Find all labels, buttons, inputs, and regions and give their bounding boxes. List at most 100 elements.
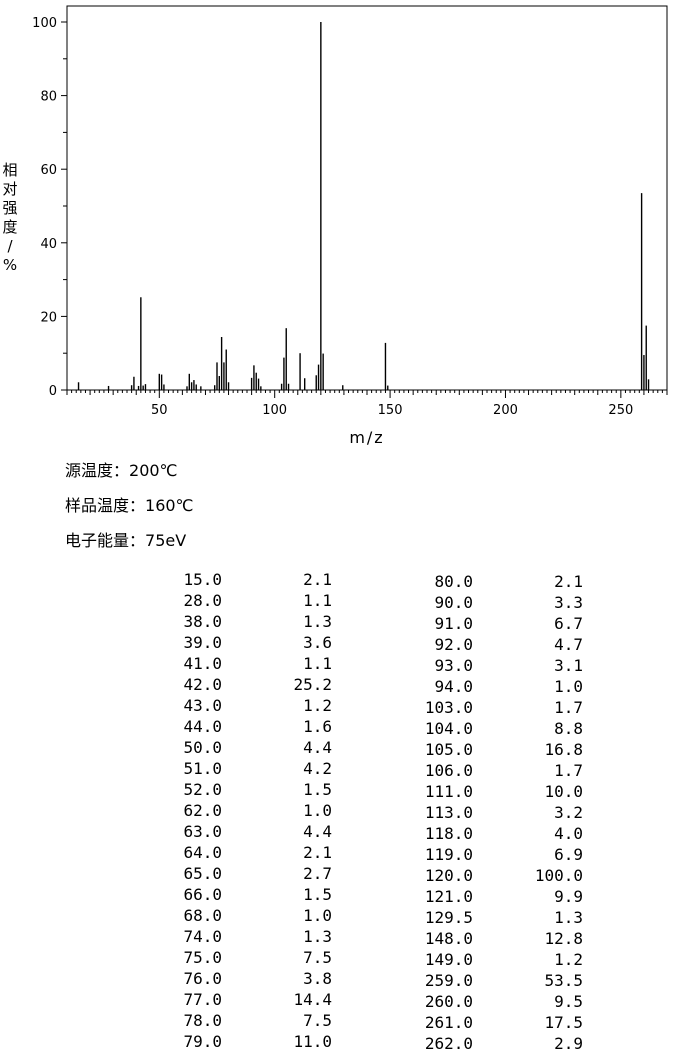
mz-value: 90.0	[434, 593, 473, 612]
mz-value: 44.0	[183, 717, 222, 736]
table-row: 64.0 2.1	[162, 842, 332, 863]
abundance-value: 6.9	[554, 845, 583, 864]
x-tick-label: 150	[378, 403, 403, 418]
table-row: 259.0 53.5	[413, 970, 583, 991]
mz-value: 120.0	[424, 866, 473, 885]
mz-value: 79.0	[183, 1032, 222, 1051]
table-row: 103.0 1.7	[413, 697, 583, 718]
table-row: 149.0 1.2	[413, 949, 583, 970]
sample-temperature: 样品温度：160℃	[65, 492, 194, 516]
abundance-value: 1.5	[303, 885, 332, 904]
mz-value: 91.0	[434, 614, 473, 633]
x-axis-label: m/z	[349, 428, 384, 447]
abundance-value: 1.7	[554, 761, 583, 780]
table-row: 51.0 4.2	[162, 758, 332, 779]
abundance-value: 100.0	[534, 866, 583, 885]
mz-value: 41.0	[183, 654, 222, 673]
abundance-value: 1.5	[303, 780, 332, 799]
abundance-value: 2.9	[554, 1034, 583, 1053]
mz-value: 93.0	[434, 656, 473, 675]
mz-value: 75.0	[183, 948, 222, 967]
mz-value: 42.0	[183, 675, 222, 694]
abundance-value: 4.2	[303, 759, 332, 778]
condition-value: 200℃	[129, 461, 178, 480]
table-row: 65.0 2.7	[162, 863, 332, 884]
table-row: 93.0 3.1	[413, 655, 583, 676]
x-tick-label: 200	[493, 403, 518, 418]
mz-value: 106.0	[424, 761, 473, 780]
abundance-value: 17.5	[544, 1013, 583, 1032]
mz-value: 148.0	[424, 929, 473, 948]
y-tick-label: 60	[40, 163, 57, 178]
abundance-value: 1.0	[554, 677, 583, 696]
mz-value: 38.0	[183, 612, 222, 631]
mass-spectrum-chart: 0 20 40 60 80 100 50 100 150 200 250 m/z 相对强度/%	[2, 5, 668, 447]
mz-value: 80.0	[434, 572, 473, 591]
mz-value: 39.0	[183, 633, 222, 652]
abundance-value: 10.0	[544, 782, 583, 801]
mz-value: 260.0	[424, 992, 473, 1011]
table-row: 80.0 2.1	[413, 571, 583, 592]
table-row: 261.0 17.5	[413, 1012, 583, 1033]
mz-value: 77.0	[183, 990, 222, 1009]
peak-table-right: 80.0 2.1 90.0 3.3 91.0 6.7 92.0 4.7 93.0 3.1 94.0 1…	[413, 571, 583, 1054]
source-temperature: 源温度：200℃	[65, 457, 178, 481]
table-row: 74.0 1.3	[162, 926, 332, 947]
table-row: 63.0 4.4	[162, 821, 332, 842]
mz-value: 65.0	[183, 864, 222, 883]
table-row: 118.0 4.0	[413, 823, 583, 844]
abundance-value: 3.1	[554, 656, 583, 675]
abundance-value: 4.7	[554, 635, 583, 654]
abundance-value: 2.1	[554, 572, 583, 591]
mz-value: 103.0	[424, 698, 473, 717]
table-row: 44.0 1.6	[162, 716, 332, 737]
mz-value: 92.0	[434, 635, 473, 654]
table-row: 106.0 1.7	[413, 760, 583, 781]
mz-value: 129.5	[424, 908, 473, 927]
mz-value: 28.0	[183, 591, 222, 610]
abundance-value: 4.4	[303, 738, 332, 757]
abundance-value: 3.2	[554, 803, 583, 822]
peak-table-left: 15.0 2.1 28.0 1.1 38.0 1.3 39.0 3.6 41.0 1.1 42.0 2…	[162, 569, 332, 1052]
table-row: 50.0 4.4	[162, 737, 332, 758]
table-row: 79.0 11.0	[162, 1031, 332, 1052]
condition-value: 75eV	[145, 531, 187, 550]
table-row: 120.0 100.0	[413, 865, 583, 886]
table-row: 39.0 3.6	[162, 632, 332, 653]
abundance-value: 1.3	[303, 612, 332, 631]
abundance-value: 2.7	[303, 864, 332, 883]
table-row: 104.0 8.8	[413, 718, 583, 739]
mz-value: 43.0	[183, 696, 222, 715]
abundance-value: 2.1	[303, 570, 332, 589]
abundance-value: 1.1	[303, 654, 332, 673]
table-row: 262.0 2.9	[413, 1033, 583, 1054]
table-row: 68.0 1.0	[162, 905, 332, 926]
mz-value: 62.0	[183, 801, 222, 820]
mz-value: 51.0	[183, 759, 222, 778]
abundance-value: 1.3	[554, 908, 583, 927]
table-row: 43.0 1.2	[162, 695, 332, 716]
abundance-value: 14.4	[293, 990, 332, 1009]
plot-frame	[66, 5, 668, 391]
table-row: 111.0 10.0	[413, 781, 583, 802]
y-axis-label: 相对强度/%	[2, 161, 17, 274]
abundance-value: 8.8	[554, 719, 583, 738]
electron-energy: 电子能量：75eV	[65, 527, 186, 551]
abundance-value: 1.1	[303, 591, 332, 610]
mz-value: 94.0	[434, 677, 473, 696]
abundance-value: 1.0	[303, 906, 332, 925]
mz-value: 76.0	[183, 969, 222, 988]
abundance-value: 3.6	[303, 633, 332, 652]
table-row: 113.0 3.2	[413, 802, 583, 823]
mz-value: 78.0	[183, 1011, 222, 1030]
table-row: 41.0 1.1	[162, 653, 332, 674]
abundance-value: 3.8	[303, 969, 332, 988]
y-tick-label: 40	[40, 237, 57, 252]
mz-value: 68.0	[183, 906, 222, 925]
table-row: 66.0 1.5	[162, 884, 332, 905]
axis-ticks: 0 20 40 60 80 100 50 100 150 200 250	[32, 16, 668, 418]
abundance-value: 7.5	[303, 948, 332, 967]
abundance-value: 53.5	[544, 971, 583, 990]
abundance-value: 1.2	[303, 696, 332, 715]
mz-value: 262.0	[424, 1034, 473, 1053]
